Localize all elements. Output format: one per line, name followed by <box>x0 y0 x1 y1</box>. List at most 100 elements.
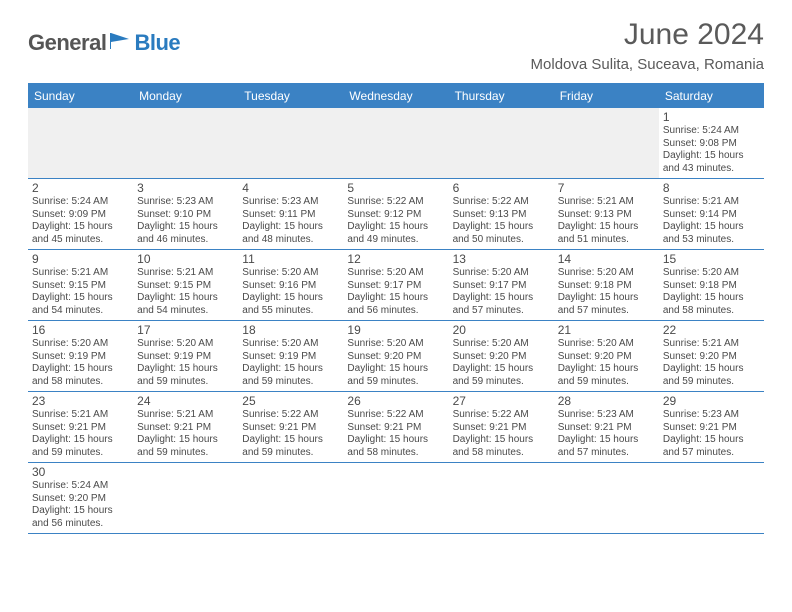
day-daylight2: and 43 minutes. <box>663 163 760 176</box>
day-daylight2: and 53 minutes. <box>663 234 760 247</box>
day-daylight1: Daylight: 15 hours <box>663 292 760 305</box>
day-cell <box>238 463 343 533</box>
day-daylight2: and 59 minutes. <box>137 447 234 460</box>
day-daylight2: and 57 minutes. <box>558 305 655 318</box>
day-sunset: Sunset: 9:09 PM <box>32 209 129 222</box>
day-number: 17 <box>137 323 234 337</box>
day-daylight2: and 57 minutes. <box>558 447 655 460</box>
day-cell <box>238 108 343 178</box>
day-daylight2: and 59 minutes. <box>242 376 339 389</box>
day-daylight1: Daylight: 15 hours <box>32 292 129 305</box>
day-sunset: Sunset: 9:20 PM <box>347 351 444 364</box>
day-cell: 6Sunrise: 5:22 AMSunset: 9:13 PMDaylight… <box>449 179 554 249</box>
day-cell: 2Sunrise: 5:24 AMSunset: 9:09 PMDaylight… <box>28 179 133 249</box>
day-cell: 27Sunrise: 5:22 AMSunset: 9:21 PMDayligh… <box>449 392 554 462</box>
day-sunset: Sunset: 9:19 PM <box>137 351 234 364</box>
day-sunset: Sunset: 9:21 PM <box>347 422 444 435</box>
day-number: 16 <box>32 323 129 337</box>
day-cell: 29Sunrise: 5:23 AMSunset: 9:21 PMDayligh… <box>659 392 764 462</box>
day-daylight2: and 57 minutes. <box>663 447 760 460</box>
day-cell: 20Sunrise: 5:20 AMSunset: 9:20 PMDayligh… <box>449 321 554 391</box>
day-daylight2: and 49 minutes. <box>347 234 444 247</box>
day-number: 11 <box>242 252 339 266</box>
day-sunrise: Sunrise: 5:22 AM <box>453 196 550 209</box>
day-sunrise: Sunrise: 5:21 AM <box>32 409 129 422</box>
day-daylight1: Daylight: 15 hours <box>558 221 655 234</box>
day-sunrise: Sunrise: 5:23 AM <box>558 409 655 422</box>
day-daylight2: and 46 minutes. <box>137 234 234 247</box>
day-cell: 24Sunrise: 5:21 AMSunset: 9:21 PMDayligh… <box>133 392 238 462</box>
day-sunset: Sunset: 9:16 PM <box>242 280 339 293</box>
day-sunset: Sunset: 9:20 PM <box>558 351 655 364</box>
day-cell: 22Sunrise: 5:21 AMSunset: 9:20 PMDayligh… <box>659 321 764 391</box>
day-number: 6 <box>453 181 550 195</box>
week-row: 30Sunrise: 5:24 AMSunset: 9:20 PMDayligh… <box>28 463 764 534</box>
day-daylight1: Daylight: 15 hours <box>32 505 129 518</box>
day-sunset: Sunset: 9:12 PM <box>347 209 444 222</box>
day-daylight2: and 58 minutes. <box>32 376 129 389</box>
day-daylight2: and 59 minutes. <box>32 447 129 460</box>
day-cell <box>133 108 238 178</box>
day-number: 22 <box>663 323 760 337</box>
day-sunrise: Sunrise: 5:20 AM <box>32 338 129 351</box>
day-cell: 13Sunrise: 5:20 AMSunset: 9:17 PMDayligh… <box>449 250 554 320</box>
day-number: 19 <box>347 323 444 337</box>
day-daylight2: and 55 minutes. <box>242 305 339 318</box>
day-daylight1: Daylight: 15 hours <box>32 434 129 447</box>
day-daylight1: Daylight: 15 hours <box>137 221 234 234</box>
day-cell: 21Sunrise: 5:20 AMSunset: 9:20 PMDayligh… <box>554 321 659 391</box>
day-cell: 3Sunrise: 5:23 AMSunset: 9:10 PMDaylight… <box>133 179 238 249</box>
title-block: June 2024 Moldova Sulita, Suceava, Roman… <box>531 18 764 73</box>
day-daylight1: Daylight: 15 hours <box>242 363 339 376</box>
day-cell <box>449 463 554 533</box>
day-sunrise: Sunrise: 5:23 AM <box>137 196 234 209</box>
day-cell <box>554 463 659 533</box>
day-number: 7 <box>558 181 655 195</box>
day-daylight1: Daylight: 15 hours <box>347 363 444 376</box>
day-cell: 28Sunrise: 5:23 AMSunset: 9:21 PMDayligh… <box>554 392 659 462</box>
weekday-header: Saturday <box>659 85 764 108</box>
day-sunset: Sunset: 9:15 PM <box>137 280 234 293</box>
day-cell: 9Sunrise: 5:21 AMSunset: 9:15 PMDaylight… <box>28 250 133 320</box>
day-sunset: Sunset: 9:21 PM <box>32 422 129 435</box>
day-daylight1: Daylight: 15 hours <box>137 363 234 376</box>
day-daylight1: Daylight: 15 hours <box>453 434 550 447</box>
day-sunset: Sunset: 9:20 PM <box>32 493 129 506</box>
day-number: 13 <box>453 252 550 266</box>
day-daylight1: Daylight: 15 hours <box>663 434 760 447</box>
day-cell: 7Sunrise: 5:21 AMSunset: 9:13 PMDaylight… <box>554 179 659 249</box>
day-sunrise: Sunrise: 5:20 AM <box>242 338 339 351</box>
day-cell: 19Sunrise: 5:20 AMSunset: 9:20 PMDayligh… <box>343 321 448 391</box>
day-sunset: Sunset: 9:21 PM <box>558 422 655 435</box>
day-sunset: Sunset: 9:21 PM <box>453 422 550 435</box>
location-text: Moldova Sulita, Suceava, Romania <box>531 56 764 73</box>
day-daylight1: Daylight: 15 hours <box>558 434 655 447</box>
day-daylight1: Daylight: 15 hours <box>137 292 234 305</box>
day-number: 1 <box>663 110 760 124</box>
day-sunrise: Sunrise: 5:23 AM <box>242 196 339 209</box>
day-sunrise: Sunrise: 5:22 AM <box>453 409 550 422</box>
day-number: 14 <box>558 252 655 266</box>
day-daylight1: Daylight: 15 hours <box>663 150 760 163</box>
day-number: 9 <box>32 252 129 266</box>
day-daylight1: Daylight: 15 hours <box>32 221 129 234</box>
day-cell <box>554 108 659 178</box>
weeks-container: 1Sunrise: 5:24 AMSunset: 9:08 PMDaylight… <box>28 108 764 534</box>
day-sunrise: Sunrise: 5:21 AM <box>137 409 234 422</box>
day-sunset: Sunset: 9:21 PM <box>663 422 760 435</box>
day-daylight2: and 59 minutes. <box>242 447 339 460</box>
day-daylight1: Daylight: 15 hours <box>558 292 655 305</box>
day-sunrise: Sunrise: 5:21 AM <box>32 267 129 280</box>
day-daylight2: and 48 minutes. <box>242 234 339 247</box>
day-daylight1: Daylight: 15 hours <box>242 434 339 447</box>
day-number: 20 <box>453 323 550 337</box>
day-sunset: Sunset: 9:17 PM <box>347 280 444 293</box>
day-sunset: Sunset: 9:20 PM <box>663 351 760 364</box>
day-daylight2: and 58 minutes. <box>663 305 760 318</box>
day-number: 2 <box>32 181 129 195</box>
day-sunset: Sunset: 9:21 PM <box>242 422 339 435</box>
day-cell: 4Sunrise: 5:23 AMSunset: 9:11 PMDaylight… <box>238 179 343 249</box>
day-sunset: Sunset: 9:15 PM <box>32 280 129 293</box>
day-sunrise: Sunrise: 5:24 AM <box>32 480 129 493</box>
day-daylight1: Daylight: 15 hours <box>453 292 550 305</box>
